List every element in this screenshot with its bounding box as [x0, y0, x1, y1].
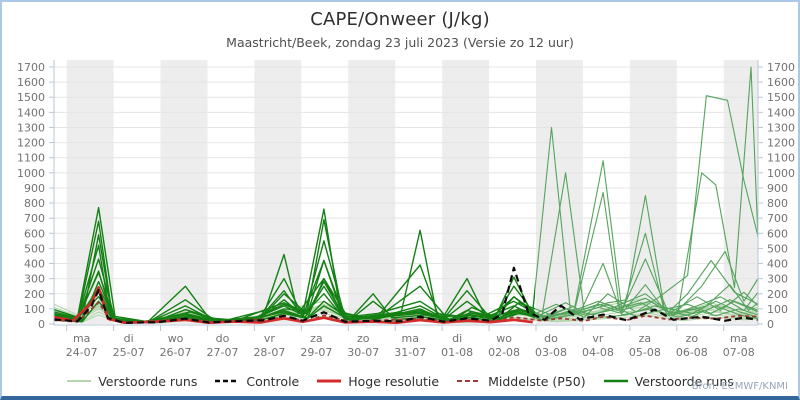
y-tick-label-left: 400: [24, 258, 45, 271]
x-tick-day-label: do: [544, 332, 558, 345]
x-tick-day-label: za: [639, 332, 652, 345]
y-tick-label-left: 0: [38, 318, 45, 331]
x-tick-date-label: 28-07: [253, 346, 285, 359]
y-tick-label-left: 700: [24, 212, 45, 225]
x-tick-date-label: 06-08: [676, 346, 708, 359]
y-tick-label-right: 1400: [767, 106, 795, 119]
red-line-swatch-icon: [317, 379, 342, 383]
y-tick-label-left: 1400: [17, 106, 45, 119]
y-tick-label-right: 100: [767, 303, 788, 316]
y-tick-label-left: 1500: [17, 91, 45, 104]
x-tick-date-label: 31-07: [394, 346, 426, 359]
y-tick-label-left: 1100: [17, 152, 45, 165]
y-tick-label-left: 200: [24, 288, 45, 301]
legend-item-verstoorde-runs-licht: Verstoorde runs: [66, 374, 197, 389]
x-tick-date-label: 30-07: [347, 346, 379, 359]
y-tick-label-left: 100: [24, 303, 45, 316]
y-tick-label-left: 1200: [17, 137, 45, 150]
legend-item-verstoorde-runs-donker: Verstoorde runs: [603, 374, 734, 389]
x-tick-day-label: di: [124, 332, 134, 345]
legend-label: Hoge resolutie: [348, 373, 440, 389]
legend-label: Controle: [246, 373, 300, 389]
day-bands: [66, 60, 758, 324]
y-tick-label-left: 500: [24, 242, 45, 255]
y-tick-label-right: 700: [767, 212, 788, 225]
x-tick-day-label: vr: [264, 332, 276, 345]
y-tick-label-right: 1700: [767, 61, 795, 74]
y-tick-label-left: 300: [24, 273, 45, 286]
y-tick-label-right: 400: [767, 258, 788, 271]
x-tick-day-label: di: [452, 332, 462, 345]
y-tick-label-left: 1000: [17, 167, 45, 180]
y-tick-label-right: 500: [767, 242, 788, 255]
x-tick-date-label: 02-08: [488, 346, 520, 359]
y-tick-label-right: 1100: [767, 152, 795, 165]
dark-green-line-swatch-icon: [603, 379, 628, 383]
x-tick-day-label: ma: [730, 332, 747, 345]
x-tick-date-label: 01-08: [441, 346, 473, 359]
x-tick-date-label: 24-07: [66, 346, 98, 359]
y-tick-label-left: 600: [24, 227, 45, 240]
x-tick-date-label: 03-08: [535, 346, 567, 359]
x-tick-date-label: 26-07: [160, 346, 192, 359]
x-tick-day-label: ma: [73, 332, 90, 345]
y-tick-label-right: 1000: [767, 167, 795, 180]
darkred-dashed-line-swatch-icon: [457, 380, 482, 382]
y-tick-label-right: 600: [767, 227, 788, 240]
y-tick-label-right: 1200: [767, 137, 795, 150]
x-tick-day-label: wo: [168, 332, 184, 345]
legend-label: Middelste (P50): [488, 373, 586, 389]
cape-ensemble-chart: 0 0 100 100 200 200 300 300 400 400 500 500 600 600 70…: [2, 2, 798, 364]
y-tick-label-right: 0: [767, 318, 774, 331]
light-green-line-swatch-icon: [67, 380, 92, 382]
y-tick-label-right: 1600: [767, 76, 795, 89]
y-tick-label-right: 900: [767, 182, 788, 195]
y-tick-label-left: 900: [24, 182, 45, 195]
x-tick-day-label: wo: [496, 332, 512, 345]
x-tick-day-label: zo: [357, 332, 370, 345]
x-tick-day-label: ma: [401, 332, 418, 345]
legend-item-controle: Controle: [214, 374, 299, 389]
legend-item-middelste-p50: Middelste (P50): [456, 374, 586, 389]
source-attribution: Bron: ECMWF/KNMI: [691, 381, 788, 392]
x-tick-day-label: zo: [686, 332, 699, 345]
x-tick-day-label: vr: [592, 332, 604, 345]
x-tick-date-label: 27-07: [207, 346, 239, 359]
x-tick-date-label: 25-07: [113, 346, 145, 359]
x-tick-date-label: 29-07: [300, 346, 332, 359]
axis-tick-labels: 0 0 100 100 200 200 300 300 400 400 500 500 600 600 70…: [17, 61, 795, 359]
y-tick-label-left: 1600: [17, 76, 45, 89]
legend-label: Verstoorde runs: [98, 373, 198, 389]
control-line: [54, 266, 758, 324]
y-tick-label-right: 1300: [767, 121, 795, 134]
black-dashed-line-swatch-icon: [215, 379, 240, 383]
y-tick-label-right: 200: [767, 288, 788, 301]
x-tick-day-label: za: [310, 332, 323, 345]
y-tick-label-left: 800: [24, 197, 45, 210]
y-tick-label-right: 1500: [767, 91, 795, 104]
x-tick-date-label: 07-08: [723, 346, 755, 359]
chart-title: CAPE/Onweer (J/kg): [310, 9, 490, 30]
x-tick-date-label: 04-08: [582, 346, 614, 359]
x-tick-day-label: do: [216, 332, 230, 345]
axes-frame: [49, 60, 763, 331]
y-tick-label-left: 1300: [17, 121, 45, 134]
chart-subtitle: Maastricht/Beek, zondag 23 juli 2023 (Ve…: [226, 35, 574, 50]
y-tick-label-left: 1700: [17, 61, 45, 74]
chart-canvas: 0 0 100 100 200 200 300 300 400 400 500 500 600 600 70…: [17, 60, 795, 359]
legend-item-hoge-resolutie: Hoge resolutie: [316, 374, 439, 389]
y-tick-label-right: 800: [767, 197, 788, 210]
chart-legend: Verstoorde runs Controle Hoge resolutie …: [2, 370, 798, 392]
y-tick-label-right: 300: [767, 273, 788, 286]
legend-label: Verstoorde runs: [634, 373, 734, 389]
x-tick-date-label: 05-08: [629, 346, 661, 359]
